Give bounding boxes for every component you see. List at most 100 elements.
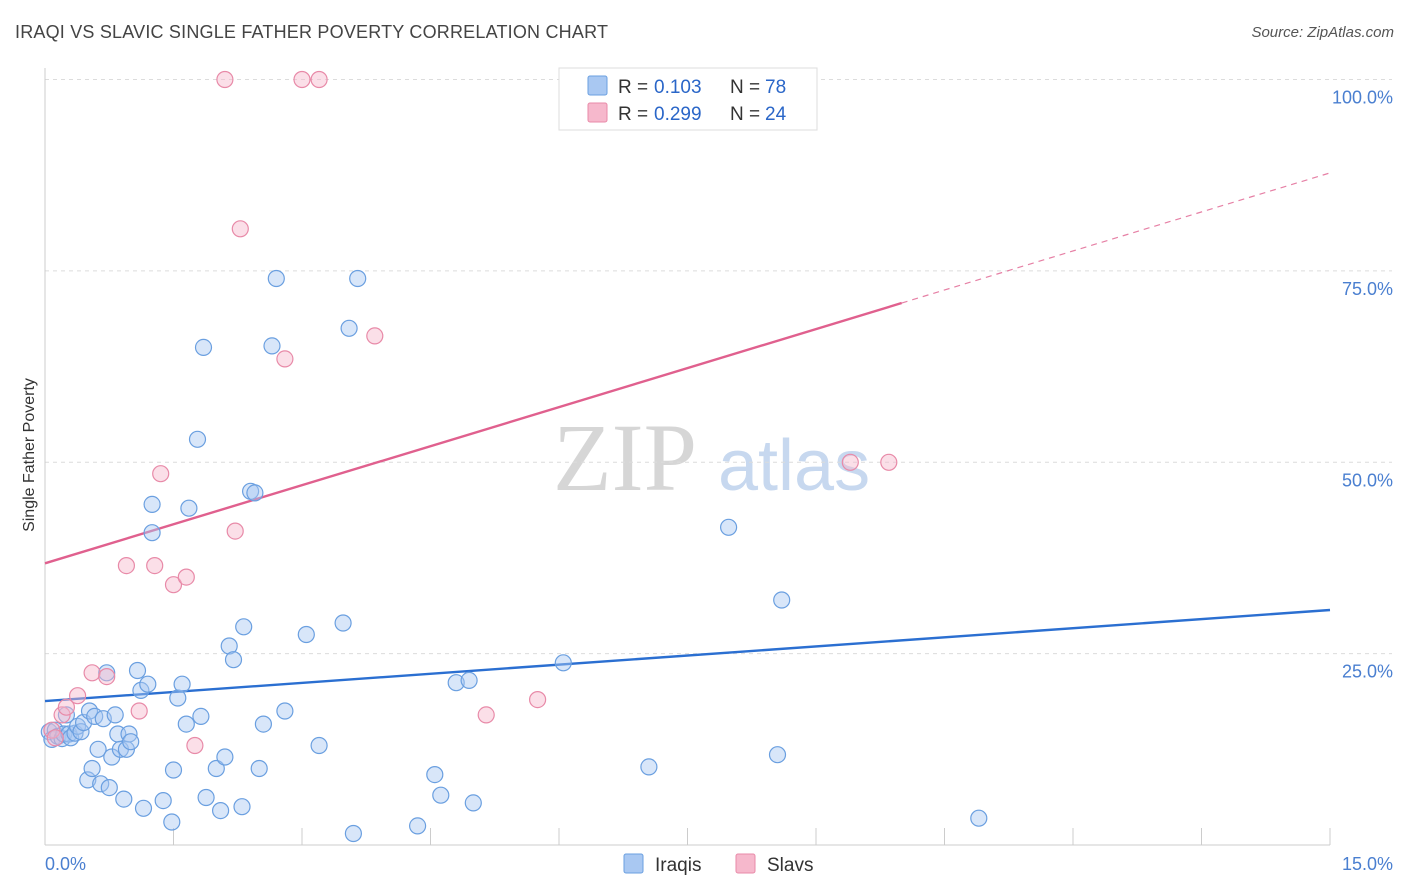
iraqis-point-39 [169, 689, 187, 707]
slavs-point-9 [146, 556, 164, 575]
iraqis-point-43 [188, 430, 207, 448]
iraqis-point-67 [409, 817, 427, 835]
slavs-point-15 [226, 522, 244, 540]
iraqis-point-41 [177, 715, 195, 733]
iraqis-point-33 [139, 675, 157, 693]
legend-r-label-1: R = [618, 77, 648, 98]
slavs-point-20 [366, 327, 384, 345]
y-tick-label-50: 50.0% [1342, 470, 1393, 490]
iraqis-point-26 [115, 790, 133, 808]
iraqis-point-63 [334, 614, 352, 632]
iraqis-point-15 [83, 759, 101, 778]
iraqis-point-59 [267, 269, 285, 288]
x-tick-label-min: 0.0% [45, 854, 86, 874]
iraqis-point-61 [297, 625, 315, 644]
iraqis-point-38 [164, 761, 183, 779]
legend-r-label-2: R = [618, 104, 648, 125]
iraqis-point-30 [128, 661, 147, 680]
iraqis-point-57 [254, 715, 272, 733]
slavs-point-24 [841, 453, 859, 471]
slavs-point-13 [186, 736, 204, 755]
y-axis-label: Single Father Poverty [21, 378, 38, 532]
watermark-zip: ZIP [553, 404, 697, 511]
slavs-point-12 [177, 568, 195, 586]
iraqis-point-36 [154, 791, 172, 810]
trendlines [44, 172, 1331, 703]
iraqis-trendline [44, 608, 1331, 703]
iraqis-point-74 [640, 758, 658, 776]
iraqis-point-37 [163, 813, 181, 831]
slavs-point-22 [528, 690, 547, 709]
gridlines [45, 79, 1392, 655]
iraqis-point-29 [122, 733, 140, 751]
iraqis-point-32 [134, 799, 153, 817]
iraqis-point-34 [143, 495, 161, 513]
bottom-legend-swatch-iraqis [623, 853, 644, 874]
iraqis-point-20 [98, 664, 116, 682]
slavs-point-1 [46, 729, 64, 747]
iraqis-point-44 [192, 707, 210, 726]
iraqis-point-31 [132, 681, 150, 700]
slavs-point-5 [83, 664, 101, 682]
slavs-point-4 [68, 687, 87, 705]
slavs-point-10 [152, 465, 170, 483]
axes [44, 68, 1331, 846]
slavs-point-21 [477, 706, 495, 724]
iraqis-point-73 [554, 654, 572, 672]
x-tick-labels: 0.0% 15.0% [45, 854, 1393, 874]
iraqis-point-46 [194, 338, 213, 356]
slavs-point-3 [57, 698, 76, 716]
x-tick-label-max: 15.0% [1342, 854, 1393, 874]
legend-r-value-1: 0.103 [654, 77, 702, 98]
iraqis-point-75 [719, 518, 738, 536]
iraqis-point-65 [344, 824, 362, 843]
iraqis-point-53 [233, 798, 251, 816]
slavs-point-14 [216, 70, 234, 89]
chart-title: IRAQI VS SLAVIC SINGLE FATHER POVERTY CO… [15, 22, 609, 42]
source-label: Source: ZipAtlas.com [1251, 24, 1394, 41]
slavs-point-8 [130, 702, 148, 720]
legend-swatch-iraqis [587, 75, 608, 96]
legend: R = 0.103 N = 78 R = 0.299 N = 24 [558, 67, 818, 131]
iraqis-point-64 [340, 319, 358, 337]
iraqis-point-76 [768, 746, 787, 764]
iraqis-point-72 [464, 794, 482, 812]
legend-n-label-2: N = [730, 104, 760, 125]
iraqis-point-21 [100, 778, 118, 797]
bottom-legend-iraqis: Iraqis [655, 855, 701, 876]
iraqis-point-70 [447, 674, 465, 692]
bottom-legend-slavs: Slavs [767, 855, 813, 876]
slavs-trendline [44, 301, 903, 565]
y-tick-labels: 25.0% 50.0% 75.0% 100.0% [1332, 88, 1393, 682]
slavs-point-11 [164, 576, 183, 594]
iraqis-point-58 [263, 337, 281, 355]
iraqis-point-23 [106, 706, 124, 724]
data-points [40, 70, 988, 843]
iraqis-point-45 [197, 788, 215, 807]
iraqis-point-68 [426, 765, 444, 784]
iraqis-point-40 [173, 675, 191, 693]
slavs-point-6 [98, 667, 116, 686]
iraqis-point-60 [276, 702, 294, 720]
legend-swatch-slavs [587, 102, 608, 123]
iraqis-point-77 [773, 591, 791, 609]
iraqis-point-52 [235, 618, 253, 636]
bottom-legend: Iraqis Slavs [623, 853, 813, 876]
legend-n-value-1: 78 [765, 77, 786, 98]
iraqis-point-55 [246, 484, 264, 502]
legend-n-value-2: 24 [765, 104, 787, 125]
iraqis-point-71 [460, 671, 478, 690]
iraqis-point-42 [180, 499, 198, 517]
legend-n-label-1: N = [730, 77, 760, 98]
iraqis-point-48 [212, 801, 230, 820]
slavs-point-16 [231, 220, 249, 238]
iraqis-point-50 [220, 637, 238, 655]
iraqis-point-35 [143, 524, 161, 542]
slavs-trendline-extension [901, 172, 1331, 304]
slavs-point-17 [276, 350, 294, 368]
iraqis-point-18 [92, 775, 110, 793]
iraqis-point-62 [310, 736, 328, 755]
iraqis-point-47 [207, 759, 225, 778]
watermark-atlas: atlas [718, 426, 870, 506]
